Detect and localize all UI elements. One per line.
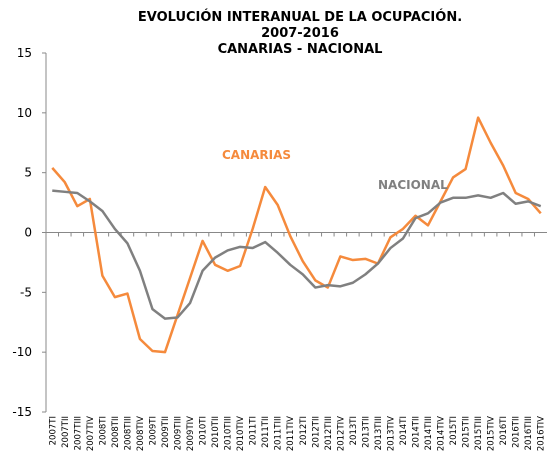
- x-tick-label: 2008TIII: [123, 416, 133, 450]
- x-tick-label: 2016TIV: [537, 416, 547, 451]
- x-tick-label: 2008TI: [98, 416, 108, 445]
- x-tick-label: 2014TI: [399, 416, 409, 445]
- x-tick-label: 2007TIV: [86, 416, 96, 451]
- x-tick-label: 2014TIV: [437, 416, 447, 451]
- x-tick-label: 2015TIV: [487, 416, 497, 451]
- x-tick-label: 2015TI: [449, 416, 459, 445]
- x-tick-label: 2011TIV: [286, 416, 296, 451]
- x-tick-label: 2009TII: [161, 416, 171, 448]
- x-tick-label: 2010TIV: [236, 416, 246, 451]
- x-tick-label: 2009TIII: [174, 416, 184, 450]
- chart-title: EVOLUCIÓN INTERANUAL DE LA OCUPACIÓN.: [138, 9, 462, 25]
- x-tick-label: 2011TII: [261, 416, 271, 448]
- x-tick-label: 2016TIII: [524, 416, 534, 450]
- y-tick-label: 15: [17, 46, 32, 60]
- chart-title: 2007-2016: [261, 26, 339, 41]
- series-label: CANARIAS: [222, 148, 291, 162]
- y-tick-label: -10: [12, 345, 32, 359]
- y-tick-label: -5: [20, 285, 32, 299]
- x-tick-label: 2010TII: [211, 416, 221, 448]
- chart-title: CANARIAS - NACIONAL: [218, 42, 383, 57]
- x-tick-label: 2011TI: [249, 416, 259, 445]
- x-tick-label: 2014TII: [411, 416, 421, 448]
- x-tick-label: 2007TI: [48, 416, 58, 445]
- y-tick-label: 10: [17, 106, 32, 120]
- x-tick-label: 2013TI: [349, 416, 359, 445]
- x-tick-label: 2009TI: [148, 416, 158, 445]
- y-tick-label: -15: [12, 405, 32, 419]
- y-tick-label: 0: [24, 226, 32, 240]
- x-tick-label: 2010TIII: [224, 416, 234, 450]
- x-tick-label: 2013TIII: [374, 416, 384, 450]
- series-label: NACIONAL: [378, 178, 448, 192]
- series-line: [51, 116, 542, 354]
- x-tick-label: 2014TIII: [424, 416, 434, 450]
- x-tick-label: 2010TI: [199, 416, 209, 445]
- y-tick-label: 5: [24, 166, 32, 180]
- x-tick-label: 2015TII: [462, 416, 472, 448]
- x-tick-label: 2013TII: [361, 416, 371, 448]
- x-tick-label: 2008TII: [111, 416, 121, 448]
- x-tick-label: 2007TII: [61, 416, 71, 448]
- x-tick-label: 2016TI: [499, 416, 509, 445]
- x-tick-label: 2013TIV: [386, 416, 396, 451]
- x-tick-label: 2012TIII: [324, 416, 334, 450]
- series-line: [52, 189, 542, 320]
- x-tick-label: 2016TII: [512, 416, 522, 448]
- x-tick-label: 2012TI: [299, 416, 309, 445]
- x-tick-label: 2008TIV: [136, 416, 146, 451]
- x-tick-label: 2007TIII: [73, 416, 83, 450]
- x-tick-label: 2012TII: [311, 416, 321, 448]
- x-tick-label: 2015TIII: [474, 416, 484, 450]
- x-tick-label: 2012TIV: [336, 416, 346, 451]
- x-tick-label: 2011TIII: [274, 416, 284, 450]
- x-tick-label: 2009TIV: [186, 416, 196, 451]
